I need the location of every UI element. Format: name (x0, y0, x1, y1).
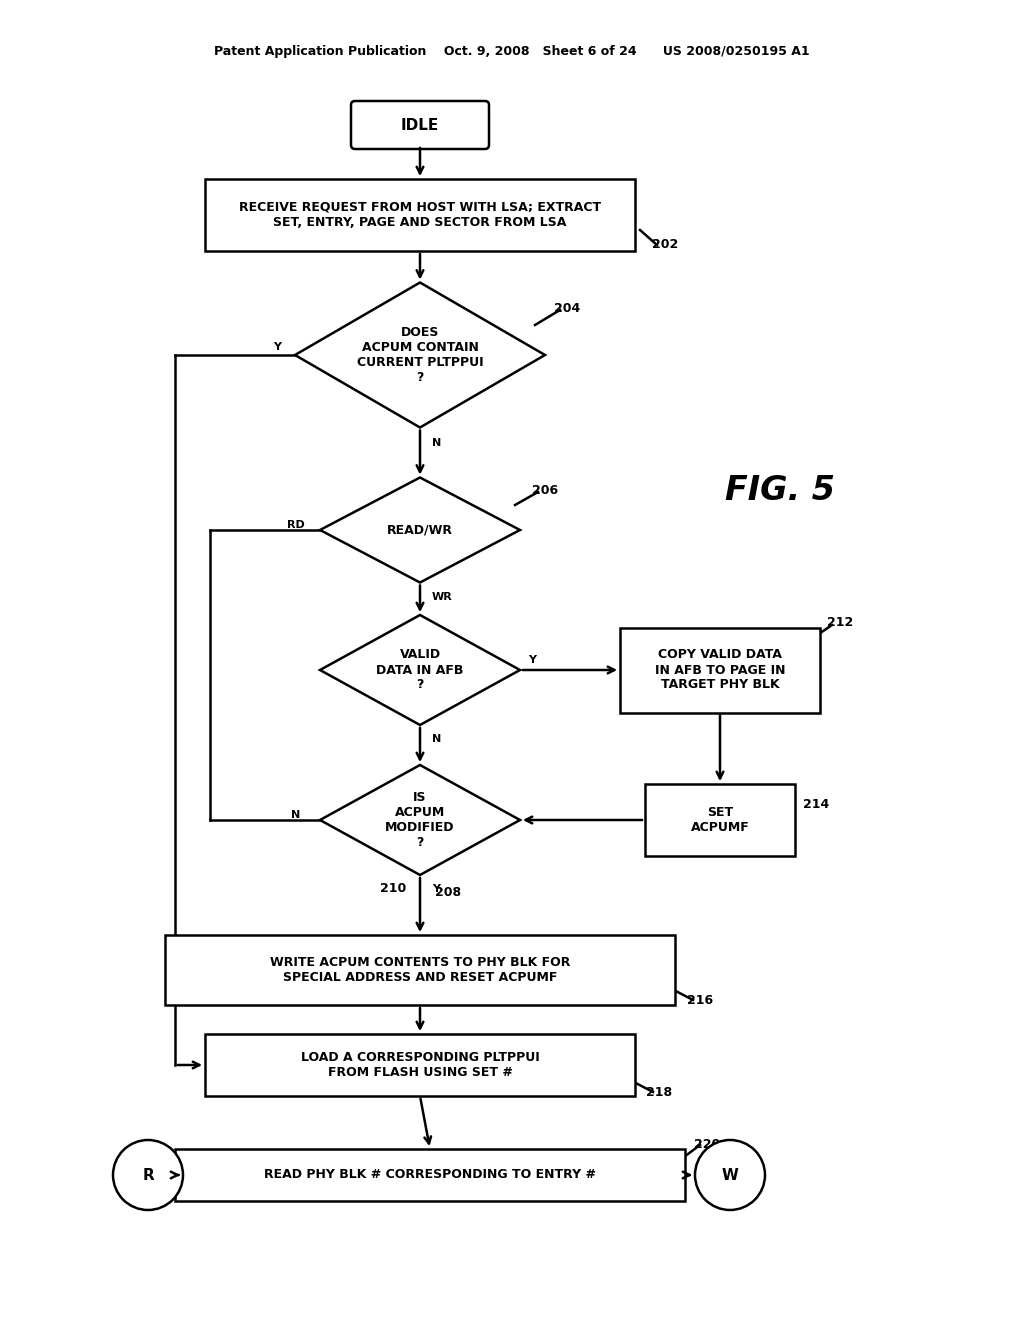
Bar (205, 180, 635, 251)
Text: RECEIVE REQUEST FROM HOST WITH LSA; EXTRACT
SET, ENTRY, PAGE AND SECTOR FROM LSA: RECEIVE REQUEST FROM HOST WITH LSA; EXTR… (239, 201, 601, 228)
Text: 210: 210 (380, 883, 407, 895)
Circle shape (113, 1140, 183, 1210)
Text: 202: 202 (652, 239, 678, 252)
Text: R: R (142, 1167, 154, 1183)
Polygon shape (319, 615, 520, 725)
Text: Y: Y (528, 655, 536, 665)
Text: N: N (432, 734, 441, 744)
Text: 208: 208 (435, 887, 461, 899)
Text: READ PHY BLK # CORRESPONDING TO ENTRY #: READ PHY BLK # CORRESPONDING TO ENTRY # (264, 1168, 596, 1181)
Text: WRITE ACPUM CONTENTS TO PHY BLK FOR
SPECIAL ADDRESS AND RESET ACPUMF: WRITE ACPUM CONTENTS TO PHY BLK FOR SPEC… (269, 956, 570, 983)
Text: IS
ACPUM
MODIFIED
?: IS ACPUM MODIFIED ? (385, 791, 455, 849)
Text: LOAD A CORRESPONDING PLTPPUI
FROM FLASH USING SET #: LOAD A CORRESPONDING PLTPPUI FROM FLASH … (301, 1051, 540, 1078)
Polygon shape (319, 766, 520, 875)
Text: 218: 218 (646, 1085, 672, 1098)
Text: FIG. 5: FIG. 5 (725, 474, 835, 507)
Bar (165, 935, 675, 1005)
Text: COPY VALID DATA
IN AFB TO PAGE IN
TARGET PHY BLK: COPY VALID DATA IN AFB TO PAGE IN TARGET… (654, 648, 785, 692)
Text: 212: 212 (826, 616, 853, 630)
Text: SET
ACPUMF: SET ACPUMF (690, 807, 750, 834)
Bar (620, 627, 820, 713)
Text: WR: WR (432, 591, 453, 602)
Text: 220: 220 (694, 1138, 720, 1151)
Bar (175, 1148, 685, 1201)
Text: Y: Y (273, 342, 281, 352)
Text: 216: 216 (687, 994, 713, 1006)
Text: RD: RD (287, 520, 305, 531)
Text: N: N (292, 810, 301, 820)
Bar (645, 784, 795, 855)
Text: Patent Application Publication    Oct. 9, 2008   Sheet 6 of 24      US 2008/0250: Patent Application Publication Oct. 9, 2… (214, 45, 810, 58)
Text: 204: 204 (554, 302, 581, 315)
Text: W: W (722, 1167, 738, 1183)
Polygon shape (319, 478, 520, 582)
Text: READ/WR: READ/WR (387, 524, 453, 536)
Polygon shape (295, 282, 545, 428)
FancyBboxPatch shape (351, 102, 489, 149)
Text: VALID
DATA IN AFB
?: VALID DATA IN AFB ? (376, 648, 464, 692)
Text: 206: 206 (531, 484, 558, 498)
Text: IDLE: IDLE (400, 117, 439, 132)
Circle shape (695, 1140, 765, 1210)
Text: DOES
ACPUM CONTAIN
CURRENT PLTPPUI
?: DOES ACPUM CONTAIN CURRENT PLTPPUI ? (356, 326, 483, 384)
Text: 214: 214 (803, 799, 829, 812)
Bar (205, 1034, 635, 1096)
Text: Y: Y (432, 884, 440, 894)
Text: N: N (432, 437, 441, 447)
